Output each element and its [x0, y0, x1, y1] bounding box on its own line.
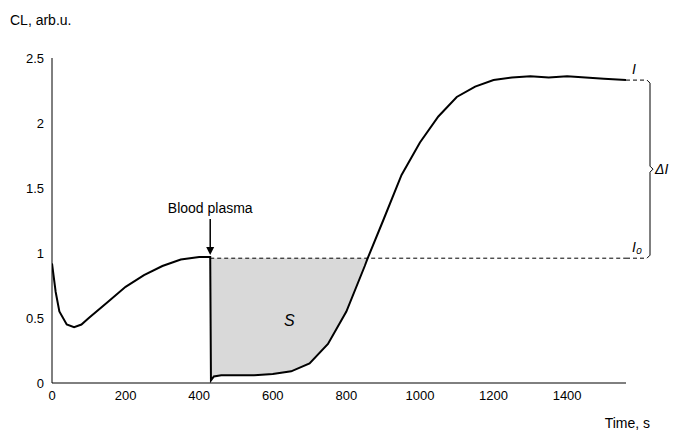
svg-text:Blood plasma: Blood plasma [168, 200, 253, 216]
svg-text:I: I [632, 61, 636, 77]
svg-text:600: 600 [262, 388, 284, 403]
html-text:CL, arb.u.: CL, arb.u. [10, 12, 72, 28]
svg-text:400: 400 [188, 388, 210, 403]
svg-text:1000: 1000 [405, 388, 434, 403]
svg-text:800: 800 [336, 388, 358, 403]
svg-text:1400: 1400 [553, 388, 582, 403]
svg-text:200: 200 [115, 388, 137, 403]
svg-text:1.5: 1.5 [26, 181, 44, 196]
svg-text:0: 0 [48, 388, 55, 403]
svg-text:2: 2 [37, 116, 44, 131]
svg-text:1200: 1200 [479, 388, 508, 403]
html-text:Time, s: Time, s [604, 415, 650, 431]
svg-text:0: 0 [37, 376, 44, 391]
svg-text:2.5: 2.5 [26, 51, 44, 66]
svg-text:S: S [284, 312, 295, 329]
svg-text:I₀: I₀ [632, 239, 642, 255]
svg-text:1: 1 [37, 246, 44, 261]
svg-text:0.5: 0.5 [26, 311, 44, 326]
svg-text:ΔI: ΔI [654, 161, 668, 177]
